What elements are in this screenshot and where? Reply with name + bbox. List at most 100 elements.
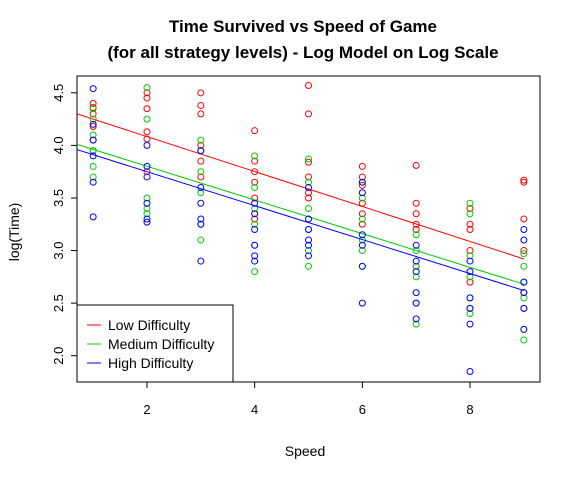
- data-point: [466, 268, 474, 276]
- data-point: [89, 136, 97, 144]
- data-point: [520, 178, 528, 186]
- data-point: [197, 136, 205, 144]
- data-point: [143, 168, 151, 176]
- y-tick-label: 3.0: [51, 242, 66, 260]
- data-point: [143, 215, 151, 223]
- data-point: [305, 241, 312, 249]
- legend-label: Medium Difficulty: [108, 336, 214, 352]
- data-point: [143, 194, 151, 202]
- x-tick-label: 4: [251, 402, 258, 417]
- data-point: [412, 273, 420, 281]
- data-point: [251, 257, 259, 265]
- data-point: [412, 315, 420, 323]
- data-point: [305, 189, 312, 197]
- y-tick-label: 4.5: [51, 84, 66, 102]
- data-point: [412, 320, 420, 328]
- data-point: [305, 155, 312, 163]
- data-point: [251, 152, 259, 160]
- data-point: [358, 299, 366, 307]
- fit-line: [77, 149, 524, 291]
- data-point: [466, 204, 474, 212]
- data-point: [412, 247, 420, 255]
- data-point: [358, 231, 366, 239]
- data-point: [520, 215, 528, 223]
- data-point: [466, 257, 474, 265]
- data-point: [412, 210, 420, 218]
- data-point: [197, 257, 205, 265]
- data-point: [412, 268, 420, 276]
- data-point: [251, 178, 259, 186]
- legend-label: High Difficulty: [108, 355, 193, 371]
- data-point: [466, 367, 474, 375]
- data-point: [143, 210, 151, 218]
- data-point: [143, 128, 151, 136]
- data-point: [89, 162, 97, 170]
- chart-subtitle: (for all strategy levels) - Log Model on…: [107, 43, 498, 62]
- x-axis-label: Speed: [285, 443, 325, 459]
- data-point: [412, 289, 420, 297]
- data-point: [358, 247, 366, 255]
- data-point: [143, 115, 151, 123]
- data-point: [520, 250, 528, 258]
- data-point: [305, 215, 312, 223]
- data-point: [466, 304, 474, 312]
- data-point: [143, 199, 151, 207]
- data-point: [89, 122, 97, 130]
- data-point: [197, 236, 205, 244]
- data-point: [197, 173, 205, 181]
- x-tick-label: 6: [359, 402, 366, 417]
- data-point: [305, 173, 312, 181]
- data-point: [466, 210, 474, 218]
- data-point: [466, 310, 474, 318]
- data-point: [466, 247, 474, 255]
- data-point: [251, 127, 259, 135]
- data-point: [251, 210, 259, 218]
- plot-frame: [76, 75, 541, 383]
- data-point: [466, 220, 474, 228]
- data-point: [358, 241, 366, 249]
- data-point: [251, 168, 259, 176]
- data-point: [251, 199, 259, 207]
- data-point: [305, 204, 312, 212]
- data-point: [251, 194, 259, 202]
- data-point: [197, 157, 205, 165]
- data-point: [305, 110, 312, 118]
- data-point: [197, 141, 205, 149]
- data-point: [358, 215, 366, 223]
- data-point: [197, 199, 205, 207]
- data-point: [305, 236, 312, 244]
- data-point: [520, 289, 528, 297]
- data-point: [412, 199, 420, 207]
- data-point: [305, 262, 312, 270]
- fit-line: [77, 143, 524, 285]
- data-point: [520, 236, 528, 244]
- data-point: [143, 84, 151, 92]
- data-point: [305, 226, 312, 234]
- y-tick-label: 2.5: [51, 294, 66, 312]
- data-point: [251, 183, 259, 191]
- data-point: [520, 294, 528, 302]
- data-point: [412, 161, 420, 169]
- data-point: [520, 278, 528, 286]
- data-point: [251, 220, 259, 228]
- data-point: [143, 105, 151, 113]
- data-point: [520, 226, 528, 234]
- data-point: [358, 210, 366, 218]
- legend-label: Low Difficulty: [108, 317, 190, 333]
- data-point: [143, 94, 151, 102]
- data-point: [412, 226, 420, 234]
- data-point: [197, 110, 205, 118]
- data-point: [412, 231, 420, 239]
- data-point: [466, 226, 474, 234]
- data-point: [520, 336, 528, 344]
- data-point: [305, 81, 312, 89]
- data-point: [197, 89, 205, 97]
- data-point: [143, 89, 151, 97]
- y-tick-label: 3.5: [51, 189, 66, 207]
- series-1: [77, 84, 528, 344]
- y-tick-label: 4.0: [51, 136, 66, 154]
- data-point: [251, 226, 259, 234]
- data-point: [305, 247, 312, 255]
- data-point: [358, 181, 366, 189]
